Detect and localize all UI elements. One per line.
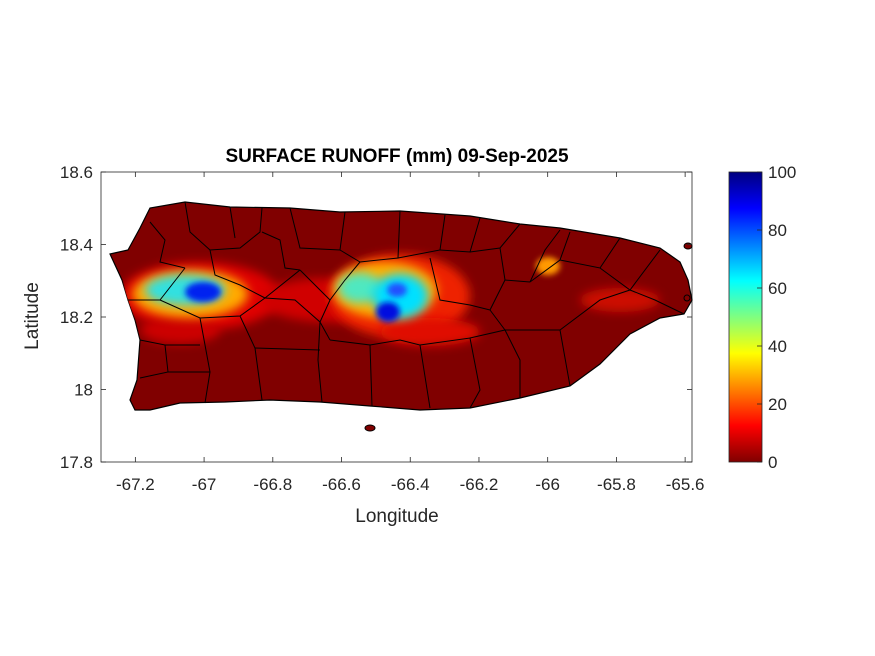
- puerto-rico-island: [109, 201, 693, 432]
- runoff-blue-core-west: [185, 282, 221, 302]
- colorbar-tick-label: 100: [768, 163, 796, 182]
- x-tick-label: -66.4: [391, 475, 430, 494]
- colorbar: 100 80 60 40 20 0: [728, 163, 796, 472]
- colorbar-tick-label: 40: [768, 337, 787, 356]
- x-tick-label: -66.2: [460, 475, 499, 494]
- runoff-overlay: [120, 254, 660, 346]
- x-tick-label: -65.6: [666, 475, 705, 494]
- colorbar-gradient: [728, 171, 763, 463]
- runoff-east-caguas: [536, 257, 560, 275]
- runoff-band-east: [580, 288, 660, 312]
- y-tick-label: 18: [74, 381, 93, 400]
- x-tick-label: -65.8: [597, 475, 636, 494]
- colorbar-tick-label: 60: [768, 279, 787, 298]
- colorbar-tick-label: 0: [768, 453, 777, 472]
- y-axis-label: Latitude: [22, 282, 43, 350]
- runoff-band-southwest: [140, 316, 220, 344]
- x-tick-label: -67: [192, 475, 217, 494]
- colorbar-tick-label: 20: [768, 395, 787, 414]
- x-tick-label: -66: [535, 475, 560, 494]
- x-axis-label: Longitude: [355, 506, 438, 527]
- runoff-blue-core-central: [376, 302, 400, 322]
- caja-de-muertos-islet: [364, 424, 376, 432]
- runoff-band-south-central: [380, 318, 480, 346]
- colorbar-ticks: 100 80 60 40 20 0: [757, 163, 796, 472]
- x-tick-label: -66.6: [322, 475, 361, 494]
- y-tick-label: 18.6: [60, 163, 93, 182]
- chart-title: SURFACE RUNOFF (mm) 09-Sep-2025: [225, 146, 569, 167]
- runoff-blue-core-north: [387, 283, 407, 297]
- y-axis-ticks: 18.6 18.4 18.2 18 17.8: [60, 163, 692, 472]
- x-axis-ticks: -67.2 -67 -66.8 -66.6 -66.4 -66.2 -66 -65.8 -65.…: [116, 172, 705, 494]
- runoff-cyan-central-west: [338, 273, 382, 303]
- x-tick-label: -66.8: [253, 475, 292, 494]
- x-tick-label: -67.2: [116, 475, 155, 494]
- y-tick-label: 17.8: [60, 453, 93, 472]
- y-tick-label: 18.2: [60, 308, 93, 327]
- east-islet: [683, 242, 693, 250]
- colorbar-tick-label: 80: [768, 221, 787, 240]
- municipality-boundaries: [128, 201, 685, 409]
- east-islet-south: [683, 294, 691, 302]
- y-tick-label: 18.4: [60, 236, 93, 255]
